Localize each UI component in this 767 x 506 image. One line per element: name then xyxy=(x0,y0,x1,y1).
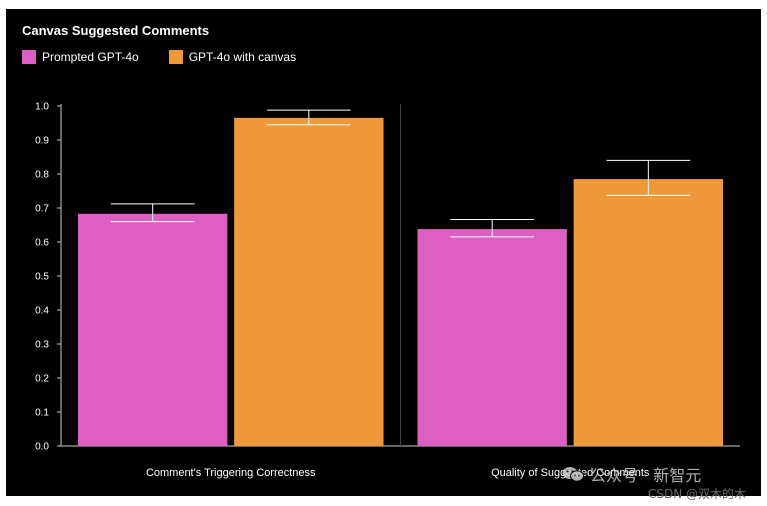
y-tick-label: 0.4 xyxy=(35,306,49,317)
legend-label-canvas: GPT-4o with canvas xyxy=(188,50,297,64)
y-tick-label: 1.0 xyxy=(35,102,49,113)
y-tick-label: 0.0 xyxy=(35,442,49,453)
bar xyxy=(77,213,228,446)
legend-item-prompted: Prompted GPT-4o xyxy=(22,50,139,64)
bar xyxy=(417,229,567,446)
bar-chart: 0.0 0.1 0.2 0.3 0.4 0.5 0.6 0.7 0.8 0.9 1.0 Comment… xyxy=(35,102,740,479)
footer-credit: CSDN @双木的木 xyxy=(648,487,747,501)
watermark: 公众号 · 新智元 xyxy=(562,462,701,486)
chart-frame: Canvas Suggested Comments Prompted GPT-4… xyxy=(6,9,761,496)
legend-swatch-prompted xyxy=(22,50,36,64)
y-tick-label: 0.9 xyxy=(35,136,49,147)
legend-label-prompted: Prompted GPT-4o xyxy=(42,50,139,64)
legend-swatch-canvas xyxy=(168,50,183,64)
legend: Prompted GPT-4o GPT-4o with canvas xyxy=(22,50,296,64)
y-tick-label: 0.6 xyxy=(35,238,49,249)
x-category-label: Comment's Triggering Correctness xyxy=(146,467,316,479)
wechat-icon xyxy=(562,467,584,482)
bar xyxy=(234,117,384,447)
watermark-text: 公众号 · 新智元 xyxy=(590,466,702,485)
y-tick-label: 0.7 xyxy=(35,204,49,215)
y-tick-label: 0.1 xyxy=(35,408,49,419)
chart-title: Canvas Suggested Comments xyxy=(22,23,210,38)
legend-item-canvas: GPT-4o with canvas xyxy=(168,50,297,64)
y-tick-label: 0.3 xyxy=(35,340,49,351)
y-tick-label: 0.8 xyxy=(35,170,49,181)
bar xyxy=(573,179,724,446)
y-tick-label: 0.5 xyxy=(35,272,49,283)
y-tick-label: 0.2 xyxy=(35,374,49,385)
